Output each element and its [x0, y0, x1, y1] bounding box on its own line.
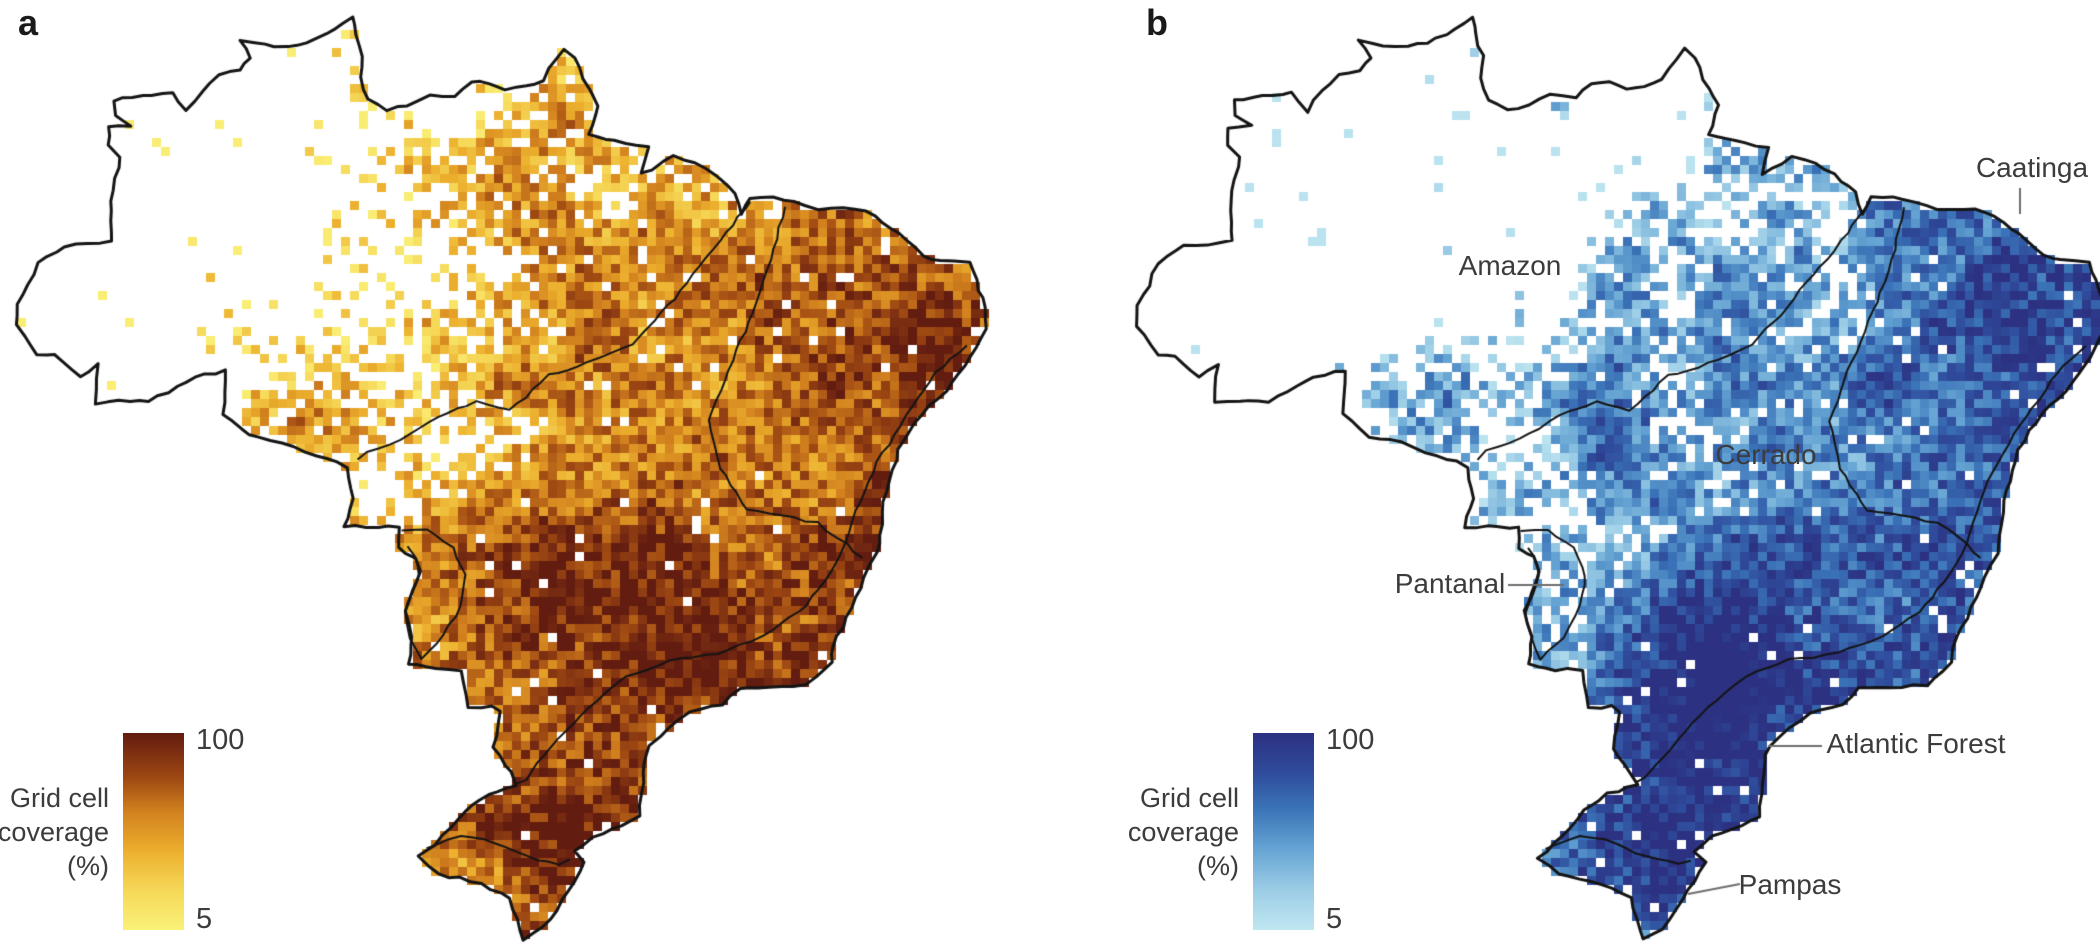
colorbar-b — [1253, 733, 1314, 930]
brazil-coverage-map-b — [1050, 0, 2100, 951]
legend-a-min-value: 5 — [196, 903, 213, 935]
panel-b-label: b — [1146, 2, 1168, 43]
legend-b-max-value: 100 — [1326, 724, 1375, 756]
legend-a-title-line1: Grid cell — [9, 782, 109, 813]
panel-a-label: a — [18, 2, 39, 43]
legend-b-min-value: 5 — [1326, 903, 1343, 935]
legend-a-title: Grid cell coverage (%) — [0, 780, 109, 882]
legend-a-max-value: 100 — [196, 724, 245, 756]
legend-b-title-line2: coverage — [1127, 816, 1239, 847]
panel-a: a Grid cell coverage (%) 100 5 — [0, 0, 1050, 951]
legend-a: Grid cell coverage (%) 100 5 — [0, 726, 244, 934]
panel-b: Amazon Caatinga Cerrado Pantanal Atlantic Fo… — [1050, 0, 2100, 951]
colorbar-a — [123, 733, 184, 930]
legend-b-title: Grid cell coverage (%) — [1128, 780, 1239, 882]
legend-b-title-line3: (%) — [1197, 850, 1239, 881]
legend-b-title-line1: Grid cell — [1139, 782, 1239, 813]
legend-a-title-line2: coverage — [0, 816, 109, 847]
legend-b: Grid cell coverage (%) 100 5 — [1128, 726, 1374, 934]
legend-a-title-line3: (%) — [67, 850, 109, 881]
